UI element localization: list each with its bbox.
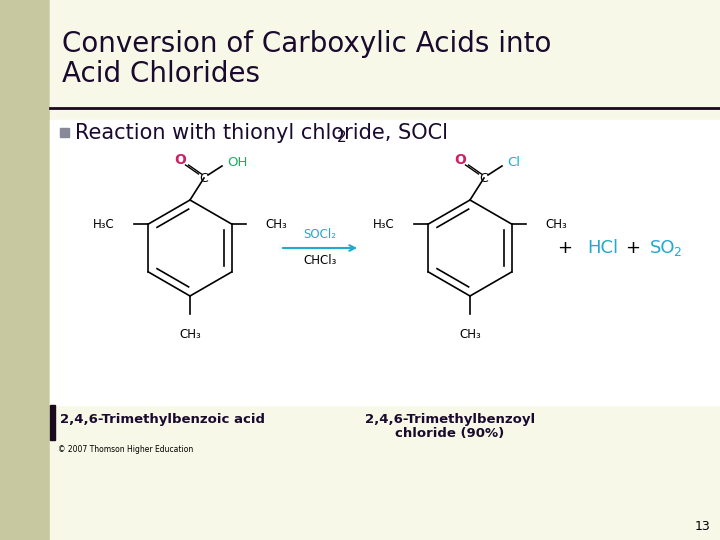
Text: SO: SO — [650, 239, 675, 257]
Text: O: O — [174, 153, 186, 167]
Text: C: C — [199, 172, 208, 185]
Text: OH: OH — [227, 156, 248, 168]
Text: HCl: HCl — [587, 239, 618, 257]
Text: H₃C: H₃C — [93, 218, 114, 231]
Text: +: + — [557, 239, 572, 257]
Text: 2: 2 — [337, 130, 346, 145]
Text: 13: 13 — [694, 519, 710, 532]
Text: © 2007 Thomson Higher Education: © 2007 Thomson Higher Education — [58, 445, 193, 454]
Text: H₃C: H₃C — [373, 218, 395, 231]
Text: C: C — [480, 172, 488, 185]
Text: CH₃: CH₃ — [266, 218, 287, 231]
Text: Conversion of Carboxylic Acids into: Conversion of Carboxylic Acids into — [62, 30, 552, 58]
Bar — [60, 128, 69, 137]
Text: chloride (90%): chloride (90%) — [395, 427, 505, 440]
Text: +: + — [626, 239, 641, 257]
Text: CHCl₃: CHCl₃ — [303, 254, 337, 267]
Text: 2,4,6-Trimethylbenzoic acid: 2,4,6-Trimethylbenzoic acid — [60, 413, 265, 426]
Text: CH₃: CH₃ — [459, 328, 481, 341]
Bar — [0, 0, 50, 540]
Text: Acid Chlorides: Acid Chlorides — [62, 60, 260, 88]
Bar — [50, 0, 720, 110]
Text: Cl: Cl — [507, 156, 520, 168]
Bar — [50, 120, 720, 405]
Text: Reaction with thionyl chloride, SOCl: Reaction with thionyl chloride, SOCl — [75, 123, 448, 143]
Text: CH₃: CH₃ — [179, 328, 201, 341]
Text: O: O — [454, 153, 466, 167]
Text: CH₃: CH₃ — [546, 218, 567, 231]
Text: SOCl₂: SOCl₂ — [304, 228, 336, 241]
Text: 2,4,6-Trimethylbenzoyl: 2,4,6-Trimethylbenzoyl — [365, 413, 535, 426]
Text: 2: 2 — [673, 246, 681, 260]
Bar — [50, 405, 55, 440]
